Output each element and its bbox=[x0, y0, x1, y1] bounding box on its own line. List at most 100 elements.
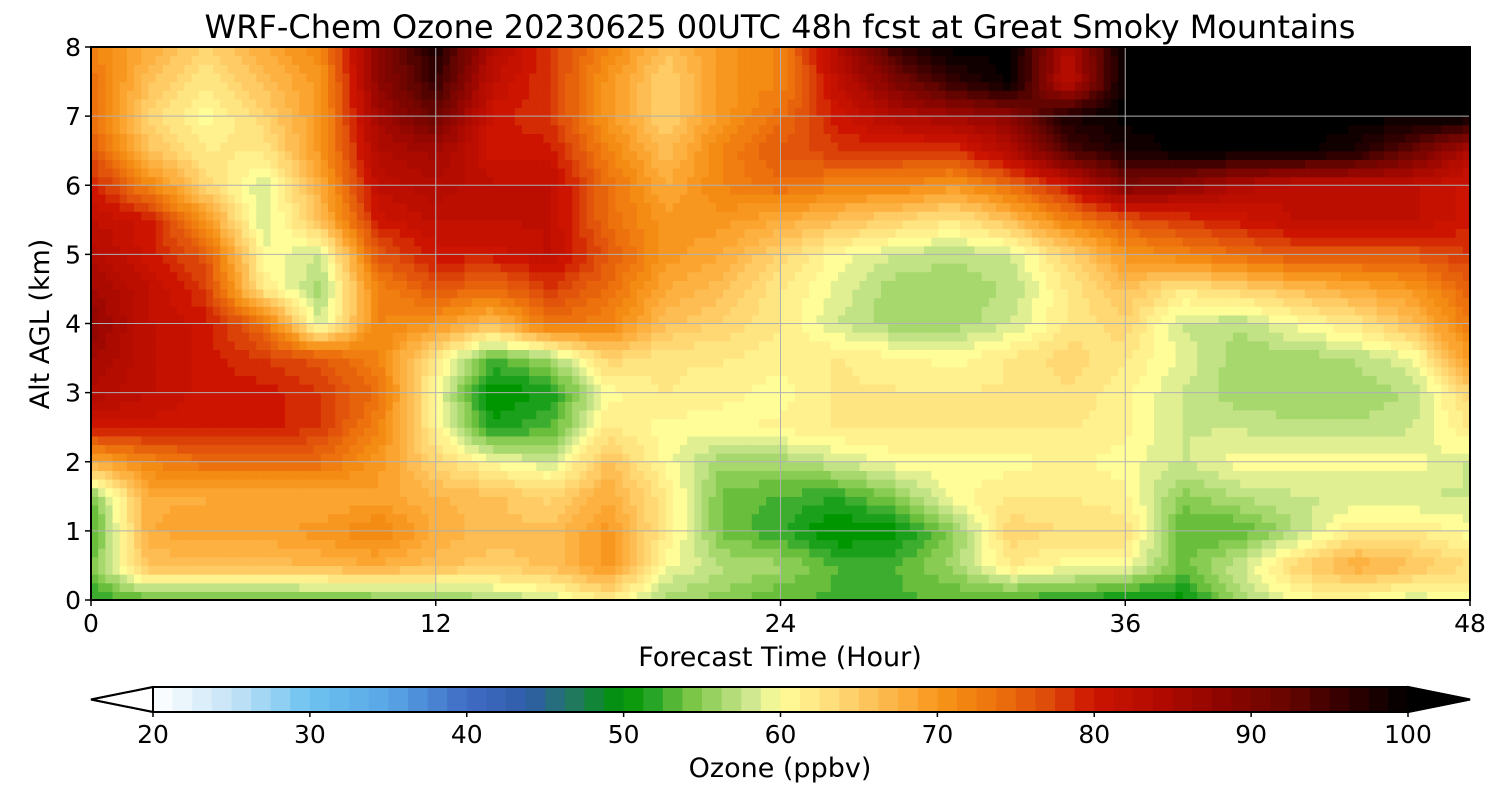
heatmap-cell bbox=[1326, 479, 1335, 489]
heatmap-cell bbox=[909, 582, 918, 592]
heatmap-cell bbox=[1261, 409, 1270, 420]
heatmap-cell bbox=[1290, 513, 1299, 523]
heatmap-cell bbox=[888, 513, 897, 523]
heatmap-cell bbox=[1139, 574, 1148, 584]
heatmap-cell bbox=[536, 401, 545, 411]
heatmap-cell bbox=[787, 487, 796, 497]
heatmap-cell bbox=[191, 539, 200, 549]
heatmap-cell bbox=[407, 591, 415, 600]
heatmap-cell bbox=[1276, 504, 1284, 515]
heatmap-cell bbox=[967, 461, 976, 471]
heatmap-cell bbox=[1082, 548, 1090, 558]
heatmap-cell bbox=[866, 375, 875, 385]
heatmap-cell bbox=[1096, 539, 1105, 549]
heatmap-cell bbox=[924, 418, 932, 428]
heatmap-cell bbox=[1189, 383, 1198, 394]
heatmap-cell bbox=[1362, 522, 1371, 532]
heatmap-cell bbox=[493, 556, 501, 567]
heatmap-cell bbox=[450, 522, 458, 532]
heatmap-cell bbox=[284, 496, 293, 506]
heatmap-cell bbox=[730, 539, 738, 549]
heatmap-cell bbox=[1024, 574, 1033, 584]
heatmap-cell bbox=[543, 427, 552, 437]
heatmap-cell bbox=[1218, 574, 1227, 584]
heatmap-cell bbox=[500, 479, 509, 489]
heatmap-cell bbox=[1103, 418, 1112, 428]
heatmap-cell bbox=[1031, 418, 1040, 428]
heatmap-cell bbox=[802, 548, 810, 558]
heatmap-cell bbox=[1455, 539, 1464, 549]
heatmap-cell bbox=[177, 556, 185, 567]
heatmap-cell bbox=[1082, 591, 1090, 600]
heatmap-cell bbox=[227, 444, 236, 454]
heatmap-cell bbox=[435, 461, 444, 471]
heatmap-cell bbox=[521, 530, 530, 541]
heatmap-cell bbox=[794, 392, 803, 402]
heatmap-cell bbox=[270, 435, 279, 446]
heatmap-cell bbox=[1046, 427, 1055, 437]
heatmap-cell bbox=[1240, 435, 1248, 446]
heatmap-cell bbox=[608, 574, 616, 584]
heatmap-cell bbox=[119, 530, 128, 541]
heatmap-cell bbox=[1333, 530, 1342, 541]
heatmap-cell bbox=[1146, 383, 1155, 394]
heatmap-cell bbox=[320, 522, 329, 532]
heatmap-cell bbox=[270, 582, 279, 592]
heatmap-cell bbox=[256, 418, 264, 428]
heatmap-cell bbox=[1240, 470, 1248, 480]
heatmap-cell bbox=[1405, 539, 1414, 549]
heatmap-cell bbox=[708, 582, 717, 592]
heatmap-cell bbox=[450, 453, 458, 463]
heatmap-cell bbox=[960, 496, 968, 506]
heatmap-cell bbox=[1240, 444, 1248, 454]
heatmap-cell bbox=[830, 401, 839, 411]
heatmap-cell bbox=[967, 582, 976, 592]
heatmap-cell bbox=[213, 539, 221, 549]
heatmap-cell bbox=[1082, 461, 1090, 471]
heatmap-cell bbox=[184, 427, 193, 437]
heatmap-cell bbox=[881, 479, 889, 489]
heatmap-cell bbox=[119, 496, 128, 506]
heatmap-cell bbox=[1225, 591, 1234, 600]
heatmap-cell bbox=[119, 539, 128, 549]
heatmap-cell bbox=[859, 591, 868, 600]
heatmap-cell bbox=[565, 496, 573, 506]
heatmap-cell bbox=[1319, 591, 1327, 600]
heatmap-cell bbox=[1125, 530, 1134, 541]
heatmap-cell bbox=[981, 418, 990, 428]
heatmap-cell bbox=[1419, 444, 1428, 454]
heatmap-cell bbox=[241, 591, 250, 600]
heatmap-cell bbox=[1089, 453, 1098, 463]
heatmap-cell bbox=[708, 591, 717, 600]
heatmap-cell bbox=[1168, 548, 1177, 558]
heatmap-cell bbox=[1426, 383, 1435, 394]
heatmap-cell bbox=[170, 479, 178, 489]
heatmap-cell bbox=[342, 453, 351, 463]
heatmap-cell bbox=[1146, 401, 1155, 411]
heatmap-cell bbox=[1412, 522, 1421, 532]
heatmap-cell bbox=[1232, 375, 1241, 385]
heatmap-cell bbox=[1096, 461, 1105, 471]
heatmap-cell bbox=[1405, 435, 1414, 446]
heatmap-cell bbox=[1175, 444, 1184, 454]
heatmap-cell bbox=[1276, 565, 1284, 575]
heatmap-cell bbox=[141, 591, 150, 600]
heatmap-cell bbox=[213, 504, 221, 515]
heatmap-cell bbox=[514, 418, 523, 428]
heatmap-cell bbox=[1211, 461, 1220, 471]
heatmap-cell bbox=[967, 401, 976, 411]
heatmap-cell bbox=[371, 539, 379, 549]
heatmap-cell bbox=[715, 435, 724, 446]
heatmap-cell bbox=[802, 556, 810, 567]
heatmap-cell bbox=[471, 574, 480, 584]
heatmap-cell bbox=[1197, 435, 1205, 446]
heatmap-cell bbox=[1419, 522, 1428, 532]
heatmap-cell bbox=[335, 591, 343, 600]
heatmap-cell bbox=[995, 565, 1004, 575]
heatmap-cell bbox=[220, 401, 229, 411]
heatmap-cell bbox=[579, 522, 588, 532]
heatmap-cell bbox=[866, 444, 875, 454]
heatmap-cell bbox=[141, 530, 150, 541]
heatmap-cell bbox=[91, 504, 99, 515]
heatmap-cell bbox=[148, 574, 157, 584]
